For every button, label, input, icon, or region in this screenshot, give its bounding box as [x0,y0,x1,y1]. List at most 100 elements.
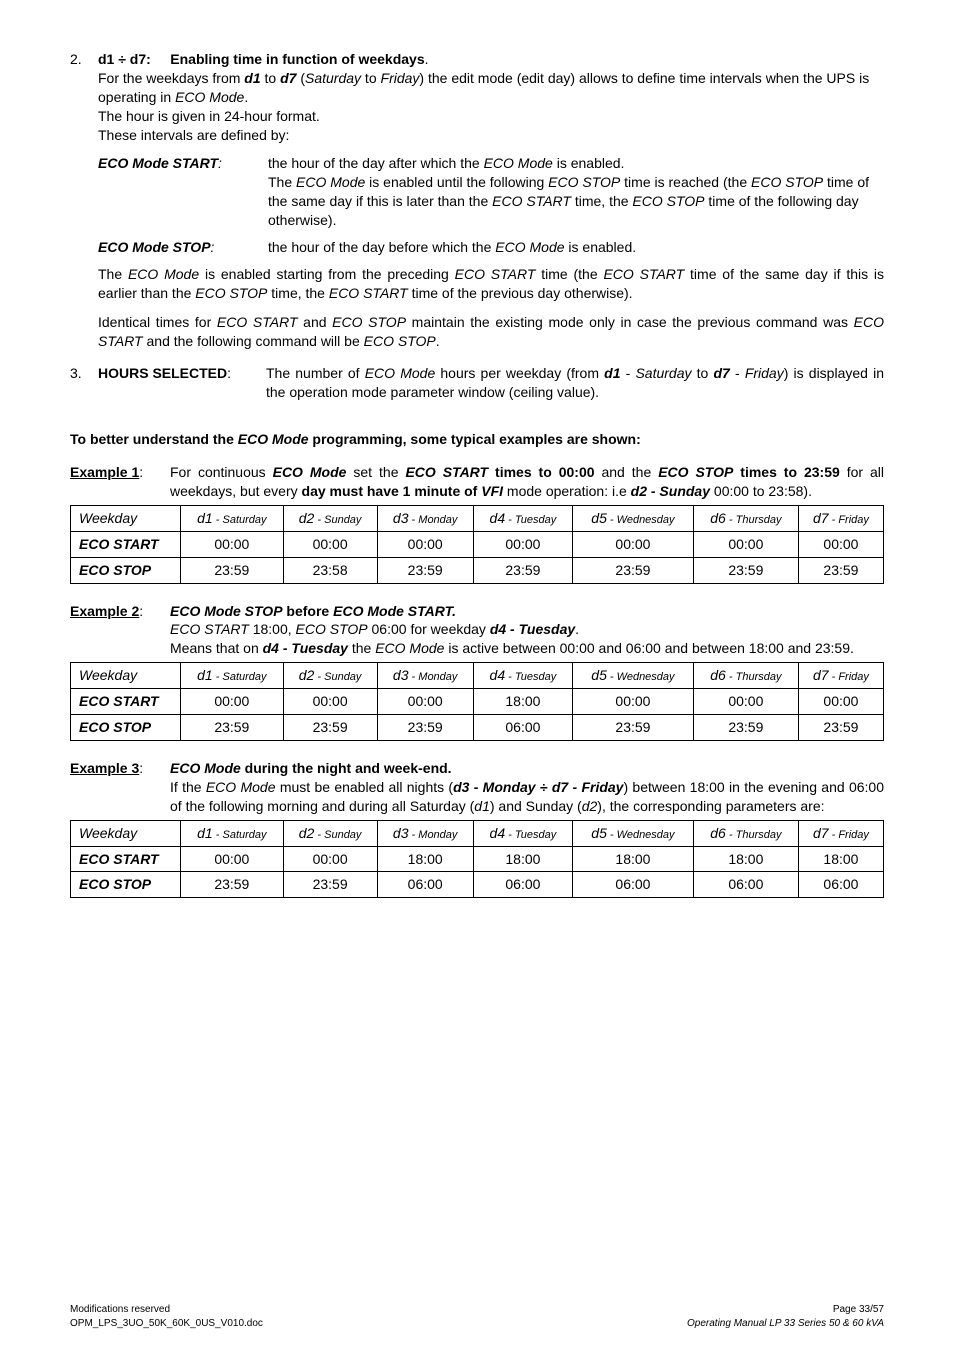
cell: 23:59 [181,715,284,741]
t: d7 [714,365,730,381]
t: ECO START [170,621,249,637]
t: . [575,621,579,637]
list-body: HOURS SELECTED: The number of ECO Mode h… [98,364,884,402]
t: ECO Mode [495,239,564,255]
t: and the following command will be [143,333,364,349]
t: is enabled. [553,155,625,171]
cell: 23:59 [181,872,284,898]
t: - Monday [409,514,458,526]
footer-right-2: Operating Manual LP 33 Series 50 & 60 kV… [687,1317,884,1331]
header-d2: d2 - Sunday [283,505,377,531]
t: - Tuesday [505,671,556,683]
footer-right-1: Page 33/57 [833,1303,884,1317]
t: ECO Mode [128,266,199,282]
t: ECO Mode [296,174,365,190]
table-example-2: Weekday d1 - Saturday d2 - Sunday d3 - M… [70,662,884,741]
t: d2 [299,825,315,841]
eco-mode-stop-def: ECO Mode STOP: the hour of the day befor… [98,238,884,257]
t: - Friday [829,514,869,526]
t: - Saturday [213,671,267,683]
item2-title: d1 ÷ d7: Enabling time in function of we… [98,50,884,69]
t: ECO Mode START. [333,603,456,619]
t: d3 [393,667,409,683]
t: the [348,640,375,656]
t: ) and Sunday ( [490,798,582,814]
t: ECO START [455,266,536,282]
cell: 00:00 [693,689,798,715]
t: times to 00:00 [488,464,594,480]
t: is enabled starting from the preceding [199,266,455,282]
t: - Monday [409,671,458,683]
cell: 06:00 [573,872,694,898]
t: ), the corresponding parameters are: [597,798,824,814]
t: d6 [710,667,726,683]
table-row-stop: ECO STOP 23:59 23:58 23:59 23:59 23:59 2… [71,557,884,583]
t: ( [296,70,305,86]
t: - Thursday [726,829,782,841]
cell: 00:00 [283,689,377,715]
t: Friday [745,365,784,381]
cell: 00:00 [693,531,798,557]
t: day must have 1 minute of [302,483,482,499]
t: The [98,266,128,282]
title-text: Enabling time in function of weekdays [170,51,424,67]
example-1: Example 1: For continuous ECO Mode set t… [70,463,884,501]
t: ECO START [405,464,488,480]
t: ECO Mode [273,464,347,480]
footer-left-2: OPM_LPS_3UO_50K_60K_0US_V010.doc [70,1317,263,1331]
t: ECO START [492,193,571,209]
header-d3: d3 - Monday [377,663,473,689]
t: - Wednesday [607,829,675,841]
table-example-3: Weekday d1 - Saturday d2 - Sunday d3 - M… [70,820,884,899]
ex2-title: ECO Mode STOP before ECO Mode START. [170,602,884,621]
t: is enabled until the following [365,174,548,190]
t: ECO Mode START [98,155,218,171]
t: to [692,365,714,381]
header-d4: d4 - Tuesday [473,820,572,846]
example-label: Example 2: [70,602,170,659]
cell: 06:00 [473,872,572,898]
t: ECO STOP [332,314,406,330]
t: the hour of the day after which the [268,155,484,171]
t: - Friday [829,829,869,841]
header-d3: d3 - Monday [377,820,473,846]
t: maintain the existing mode only in case … [406,314,854,330]
ex2-line2: Means that on d4 - Tuesday the ECO Mode … [170,639,884,658]
hours-body: The number of ECO Mode hours per weekday… [266,364,884,402]
def-body: the hour of the day before which the ECO… [268,238,884,257]
item2-p2: The hour is given in 24-hour format. [98,107,884,126]
cell: 23:59 [798,557,883,583]
t: to [261,70,280,86]
t: Example 2 [70,603,139,619]
t: - Saturday [213,514,267,526]
t: ECO Mode [175,89,244,105]
footer: Modifications reserved Page 33/57 OPM_LP… [70,1303,884,1330]
cell: 23:59 [693,557,798,583]
t: For the weekdays from [98,70,244,86]
t: is active between 00:00 and 06:00 and be… [444,640,853,656]
table-row-start: ECO START 00:00 00:00 00:00 00:00 00:00 … [71,531,884,557]
t: - Sunday [314,514,361,526]
header-d2: d2 - Sunday [283,820,377,846]
example-label: Example 3: [70,759,170,816]
example-body: ECO Mode during the night and week-end. … [170,759,884,816]
title-range: d1 ÷ d7: [98,51,151,67]
t: ECO START [603,266,684,282]
ex2-line1: ECO START 18:00, ECO STOP 06:00 for week… [170,620,884,639]
t: 18:00, [249,621,296,637]
t: d1 [197,667,213,683]
table-row-stop: ECO STOP 23:59 23:59 06:00 06:00 06:00 0… [71,872,884,898]
header-weekday: Weekday [71,820,181,846]
cell: 00:00 [377,531,473,557]
def-label: ECO Mode START: [98,154,268,230]
cell: 23:58 [283,557,377,583]
t: d7 [813,510,829,526]
t: - Saturday [213,829,267,841]
t: the hour of the day before which the [268,239,495,255]
t: d4 [490,510,506,526]
header-d5: d5 - Wednesday [573,505,694,531]
cell: 18:00 [473,846,572,872]
table-row-stop: ECO STOP 23:59 23:59 23:59 06:00 23:59 2… [71,715,884,741]
cell: 23:59 [377,715,473,741]
cell: 23:59 [573,715,694,741]
